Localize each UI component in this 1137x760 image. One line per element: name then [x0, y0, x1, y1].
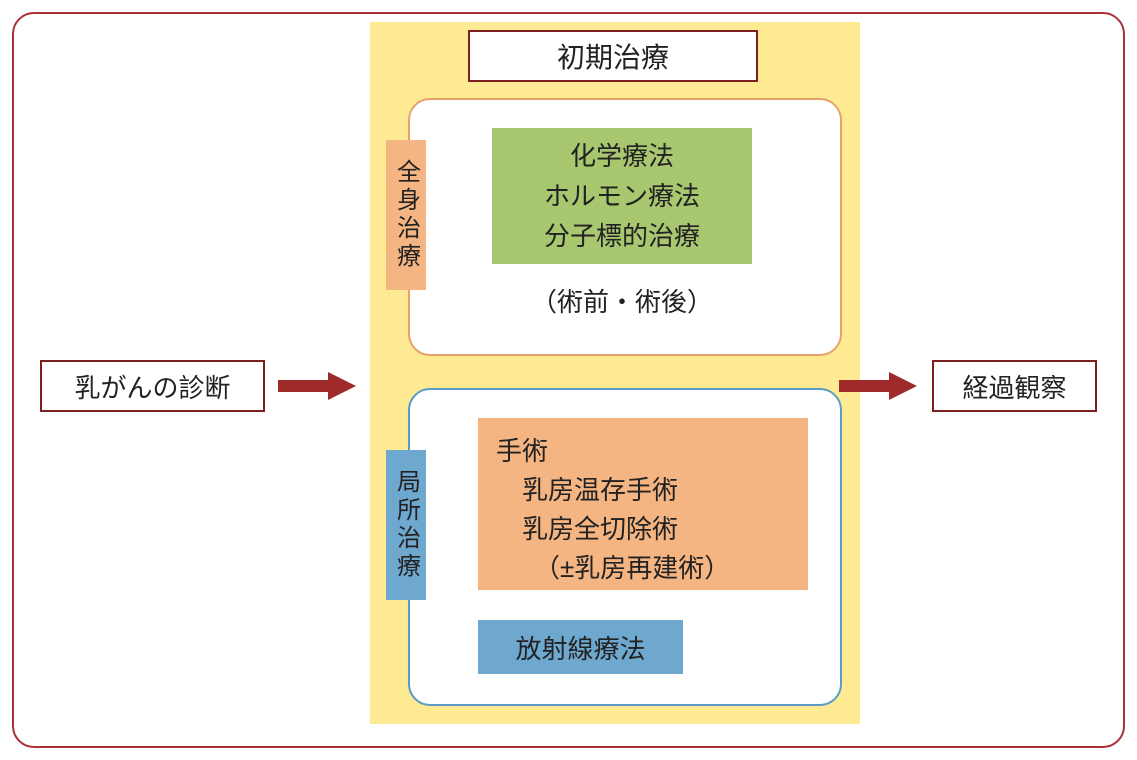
surgery-box: 手術 乳房温存手術 乳房全切除術 （±乳房再建術） — [478, 418, 808, 590]
mastectomy-label: 乳房全切除術 — [496, 510, 800, 549]
surgery-title: 手術 — [496, 432, 800, 471]
chemo-label: 化学療法 — [570, 136, 674, 176]
initial-treatment-title: 初期治療 — [468, 30, 758, 82]
followup-label: 経過観察 — [962, 368, 1066, 405]
local-treatment-label: 局所治療 — [386, 450, 426, 600]
molecular-label: 分子標的治療 — [544, 216, 700, 256]
arrow-to-treatment-icon — [278, 372, 356, 400]
followup-box: 経過観察 — [932, 360, 1097, 412]
hormone-label: ホルモン療法 — [544, 176, 700, 216]
systemic-treatment-label: 全身治療 — [386, 140, 426, 290]
breast-conserving-label: 乳房温存手術 — [496, 471, 800, 510]
diagnosis-label: 乳がんの診断 — [74, 368, 230, 405]
radiation-label: 放射線療法 — [515, 629, 645, 666]
reconstruction-label: （±乳房再建術） — [496, 549, 800, 588]
arrow-to-followup-icon — [839, 372, 917, 400]
radiation-box: 放射線療法 — [478, 620, 683, 674]
local-label-text: 局所治療 — [389, 469, 424, 581]
title-label: 初期治療 — [557, 36, 669, 76]
diagnosis-box: 乳がんの診断 — [40, 360, 265, 412]
systemic-label-text: 全身治療 — [389, 159, 424, 271]
systemic-therapy-list: 化学療法 ホルモン療法 分子標的治療 — [492, 128, 752, 264]
preop-postop-note: （術前・術後） — [492, 282, 752, 319]
